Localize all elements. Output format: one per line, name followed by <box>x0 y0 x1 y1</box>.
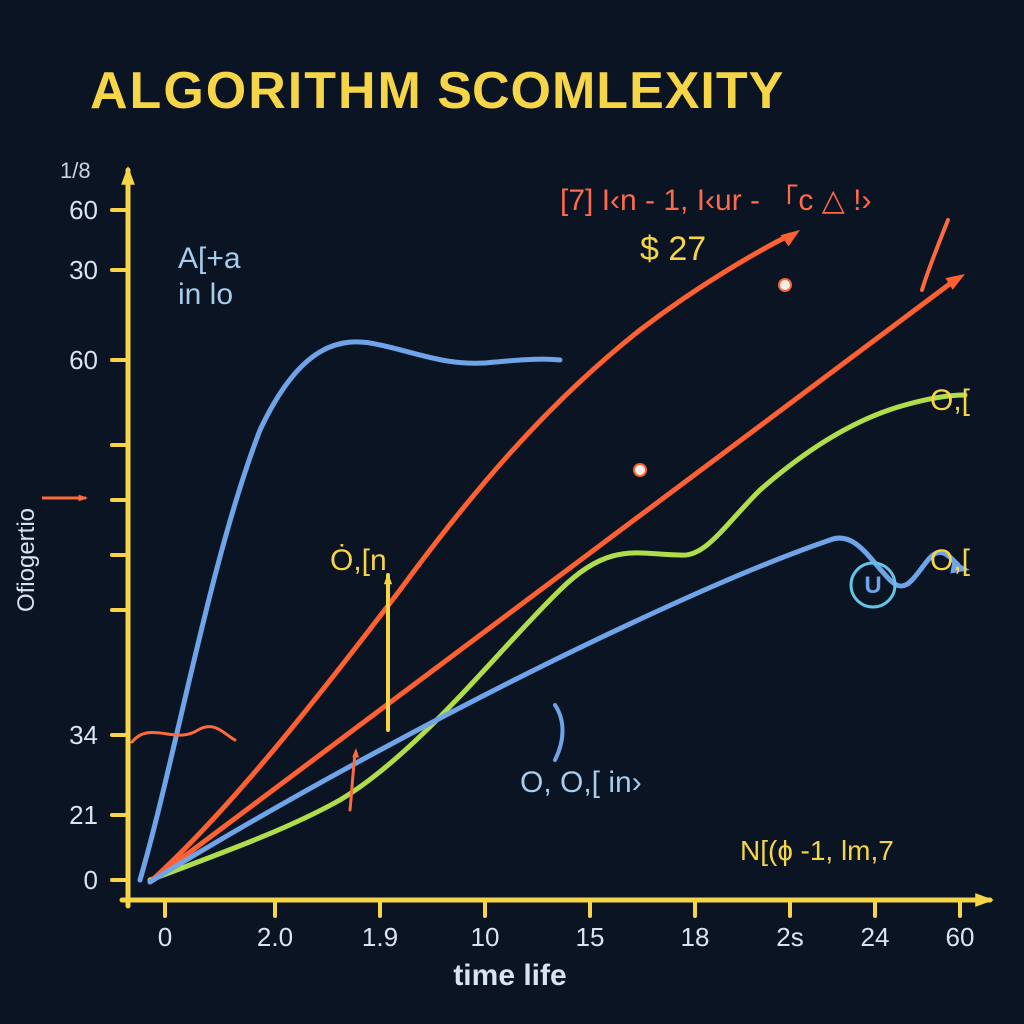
x-tick-label: 24 <box>861 922 890 952</box>
x-tick-label: 60 <box>946 922 975 952</box>
x-tick-label: 2.0 <box>257 922 293 952</box>
y-tick-label: 34 <box>69 720 98 750</box>
arrow-head-icon <box>121 166 135 185</box>
series-marker <box>634 464 646 476</box>
x-tick-label: 1.9 <box>362 922 398 952</box>
series-marker <box>779 279 791 291</box>
y-axis-title: Ofiogertio <box>13 508 40 612</box>
circle-marker-label: U <box>864 572 881 599</box>
annotation-arrow <box>555 705 563 760</box>
y-tick-label: 60 <box>69 345 98 375</box>
y-tick-label: 0 <box>84 865 98 895</box>
annotation-o-in: Ȯ,[n <box>330 544 387 577</box>
y-tick-label: 30 <box>69 255 98 285</box>
annotation-arrow <box>132 727 235 742</box>
y-tick-label: 60 <box>69 195 98 225</box>
annotation-a-plus-a: A[+a <box>178 242 241 275</box>
annotation-top-red: [7] I‹n - 1, I‹ur - 「c △ !› <box>560 184 871 217</box>
chart-svg: ALGORITHM SCOMLEXITY 0 21 34 60 30 60 1/8 Ofioge… <box>0 0 1024 1024</box>
x-tick-label: 10 <box>471 922 500 952</box>
annotation-n-br: N[(ɸ -1, lm,7 <box>740 835 894 866</box>
x-tick-label: 2s <box>776 922 803 952</box>
x-tick-label: 0 <box>158 922 172 952</box>
annotation-o-oin: O, O,[ in› <box>520 766 642 799</box>
arrow-head-icon <box>79 495 88 502</box>
series-orange-steep <box>150 235 790 882</box>
annotation-o-right1: O,[ <box>930 384 971 417</box>
y-extra-label: 1/8 <box>60 158 91 183</box>
arrow-head-icon <box>781 230 800 246</box>
annotation-in-lo: in lo <box>178 278 233 311</box>
x-tick-label: 15 <box>576 922 605 952</box>
arrow-head-icon <box>975 893 994 907</box>
chart-title: ALGORITHM SCOMLEXITY <box>90 62 784 120</box>
x-tick-label: 18 <box>681 922 710 952</box>
x-axis-title: time life <box>453 959 566 992</box>
chart-root: ALGORITHM SCOMLEXITY 0 21 34 60 30 60 1/8 Ofioge… <box>0 0 1024 1024</box>
annotation-dollar: $ 27 <box>640 230 706 268</box>
annotation-o-right2: O,[ <box>930 544 971 577</box>
annotation-arrow <box>922 220 948 290</box>
arrow-head-icon <box>352 748 359 758</box>
y-tick-label: 21 <box>69 800 98 830</box>
